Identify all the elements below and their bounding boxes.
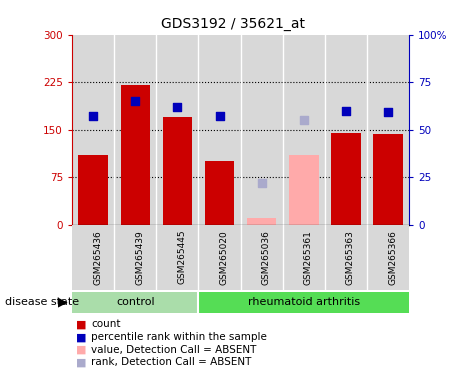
Bar bbox=[199, 292, 409, 313]
Point bbox=[174, 104, 181, 110]
Bar bbox=[163, 117, 192, 225]
Bar bbox=[120, 85, 150, 225]
Point bbox=[89, 113, 97, 119]
Text: rank, Detection Call = ABSENT: rank, Detection Call = ABSENT bbox=[91, 358, 252, 367]
Text: ■: ■ bbox=[76, 345, 86, 355]
Text: control: control bbox=[116, 297, 154, 308]
Bar bbox=[283, 225, 325, 290]
Bar bbox=[325, 35, 367, 225]
Text: GSM265363: GSM265363 bbox=[346, 230, 355, 285]
Text: GSM265366: GSM265366 bbox=[388, 230, 397, 285]
Bar bbox=[331, 133, 361, 225]
Bar bbox=[199, 35, 240, 225]
Text: ■: ■ bbox=[76, 319, 86, 329]
Bar bbox=[156, 35, 199, 225]
Bar bbox=[241, 225, 283, 290]
Bar bbox=[72, 225, 114, 290]
Bar bbox=[283, 35, 325, 225]
Bar bbox=[367, 35, 409, 225]
Bar bbox=[367, 225, 409, 290]
Bar bbox=[199, 225, 241, 290]
Bar bbox=[325, 225, 367, 290]
Text: GSM265020: GSM265020 bbox=[219, 230, 229, 285]
Bar bbox=[205, 161, 234, 225]
Bar bbox=[79, 155, 108, 225]
Text: percentile rank within the sample: percentile rank within the sample bbox=[91, 332, 267, 342]
Text: ▶: ▶ bbox=[58, 296, 67, 309]
Text: GSM265445: GSM265445 bbox=[178, 230, 186, 285]
Bar bbox=[240, 35, 283, 225]
Bar bbox=[114, 225, 156, 290]
Bar bbox=[289, 155, 319, 225]
Text: disease state: disease state bbox=[5, 297, 79, 308]
Bar bbox=[156, 225, 199, 290]
Point bbox=[216, 113, 223, 119]
Bar bbox=[247, 218, 277, 225]
Text: value, Detection Call = ABSENT: value, Detection Call = ABSENT bbox=[91, 345, 257, 355]
Bar bbox=[72, 292, 199, 313]
Text: GSM265439: GSM265439 bbox=[135, 230, 144, 285]
Bar bbox=[72, 35, 114, 225]
Text: GSM265436: GSM265436 bbox=[93, 230, 102, 285]
Text: ■: ■ bbox=[76, 358, 86, 367]
Bar bbox=[114, 35, 156, 225]
Bar bbox=[373, 134, 403, 225]
Point bbox=[385, 109, 392, 116]
Point bbox=[342, 108, 350, 114]
Text: ■: ■ bbox=[76, 332, 86, 342]
Point bbox=[132, 98, 139, 104]
Point bbox=[258, 180, 266, 186]
Text: count: count bbox=[91, 319, 120, 329]
Text: GSM265036: GSM265036 bbox=[262, 230, 271, 285]
Text: rheumatoid arthritis: rheumatoid arthritis bbox=[248, 297, 360, 308]
Text: GSM265361: GSM265361 bbox=[304, 230, 313, 285]
Point bbox=[300, 117, 307, 123]
Text: GDS3192 / 35621_at: GDS3192 / 35621_at bbox=[160, 17, 305, 31]
